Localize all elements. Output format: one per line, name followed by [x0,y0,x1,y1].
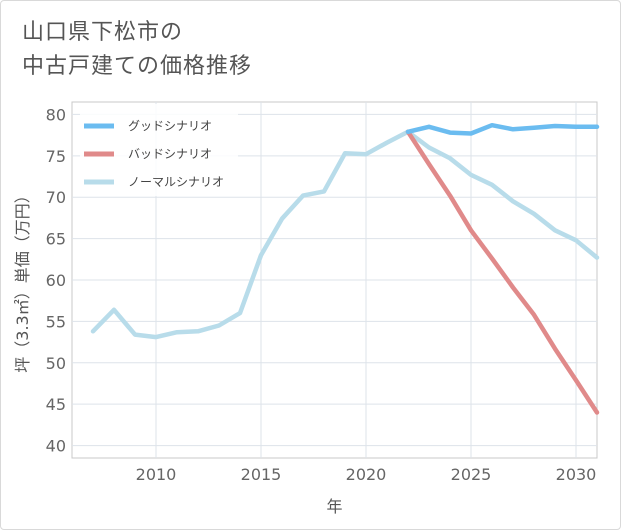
y-tick-label: 50 [46,354,66,373]
x-tick-label: 2030 [556,465,597,484]
x-axis-label: 年 [326,497,342,516]
y-tick-label: 75 [46,147,66,166]
series-line [90,129,600,340]
y-tick-label: 80 [46,105,66,124]
title-line-1: 山口県下松市の [22,20,184,45]
series-line [405,129,600,415]
x-tick-label: 2025 [451,465,492,484]
x-tick-label: 2020 [346,465,387,484]
y-tick-label: 55 [46,312,66,331]
y-tick-label: 70 [46,188,66,207]
legend-label: グッドシナリオ [128,119,212,133]
y-tick-label: 45 [46,395,66,414]
y-tick-label: 65 [46,230,66,249]
y-axis-label: 坪（3.3㎡）単価（万円） [13,187,32,372]
chart-title: 山口県下松市の 中古戸建ての価格推移 [22,16,252,84]
x-tick-label: 2015 [241,465,282,484]
title-line-2: 中古戸建ての価格推移 [22,54,253,79]
legend-label: バッドシナリオ [128,147,212,161]
y-tick-label: 40 [46,437,66,456]
x-tick-label: 2010 [136,465,177,484]
series-line [405,122,600,136]
y-tick-label: 60 [46,271,66,290]
legend-label: ノーマルシナリオ [128,175,224,189]
